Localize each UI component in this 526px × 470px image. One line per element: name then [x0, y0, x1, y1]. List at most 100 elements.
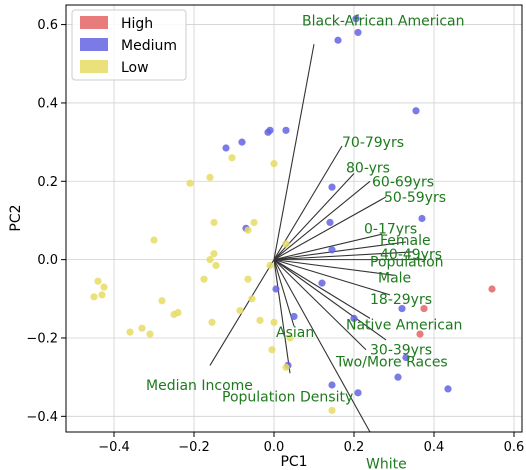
y-axis-label: PC2	[8, 204, 24, 231]
data-point-low	[200, 275, 208, 283]
data-point-low	[244, 226, 252, 234]
data-point-medium	[282, 126, 290, 134]
loading-label: Two/More Races	[335, 354, 448, 370]
data-point-low	[158, 297, 166, 305]
x-tick-label: 0.2	[344, 440, 365, 455]
data-point-low	[270, 318, 278, 326]
loading-label: Male	[378, 270, 411, 286]
data-point-low	[228, 154, 236, 162]
data-point-high	[420, 305, 428, 313]
data-point-medium	[318, 279, 326, 287]
data-point-low	[270, 160, 278, 168]
data-point-medium	[328, 246, 336, 254]
loading-label: 18-29yrs	[370, 292, 432, 308]
data-point-low	[248, 295, 256, 303]
loading-vector	[273, 251, 415, 261]
data-point-low	[244, 275, 252, 283]
data-point-low	[286, 334, 294, 342]
legend-swatch-medium	[80, 38, 108, 51]
loading-vector	[273, 241, 407, 261]
data-point-low	[208, 318, 216, 326]
data-point-high	[488, 285, 496, 293]
data-point-low	[206, 256, 214, 264]
data-point-low	[206, 173, 214, 181]
data-point-medium	[290, 312, 298, 321]
loading-label: Population	[370, 255, 444, 271]
data-point-medium	[444, 385, 452, 393]
data-point-low	[236, 306, 244, 315]
data-point-medium	[266, 126, 274, 134]
data-point-medium	[402, 353, 410, 362]
y-tick-label: 0.6	[37, 18, 58, 33]
data-point-low	[170, 310, 178, 319]
loading-label: Median Income	[146, 378, 253, 394]
data-point-low	[328, 406, 336, 415]
y-tick-label: 0.4	[37, 96, 58, 111]
data-point-low	[98, 291, 106, 299]
data-point-low	[250, 218, 258, 227]
loading-label: Native American	[346, 317, 462, 333]
data-point-medium	[352, 15, 360, 23]
x-axis-label: PC1	[280, 454, 307, 470]
data-point-medium	[334, 36, 342, 44]
data-point-medium	[326, 218, 334, 227]
loading-vector	[273, 259, 387, 341]
loading-label: Black-African American	[302, 14, 465, 30]
axis-ticks: −0.4 −0.2 0.0 0.2 0.4 0.6 −0.4 −0.2 0.0 0.2 0.4 0.6	[26, 18, 524, 455]
loading-vector	[273, 259, 395, 276]
data-point-low	[210, 218, 218, 227]
legend-label-low: Low	[121, 60, 149, 76]
data-point-low	[138, 324, 146, 332]
legend: High Medium Low	[71, 9, 187, 81]
data-point-high	[416, 330, 424, 338]
data-point-medium	[350, 314, 358, 322]
y-tick-label: 0.2	[37, 175, 58, 190]
loading-vector	[273, 233, 383, 261]
data-point-medium	[418, 214, 426, 223]
data-point-medium	[354, 389, 362, 397]
loading-vector	[273, 180, 371, 261]
loading-label: White	[366, 456, 407, 470]
loading-label: 0-17yrs	[364, 221, 417, 237]
data-point-medium	[412, 107, 420, 115]
data-point-low	[94, 277, 102, 285]
loading-label: 40-49yrs	[380, 247, 442, 263]
data-point-low	[282, 240, 290, 248]
loading-label: 60-69yrs	[372, 174, 434, 190]
data-point-low	[282, 363, 290, 371]
x-tick-label: 0.4	[424, 440, 445, 455]
loading-label: Asian	[276, 325, 314, 341]
data-point-low	[100, 283, 108, 291]
legend-swatch-high	[80, 16, 108, 29]
legend-swatch-low	[80, 60, 108, 73]
data-point-medium	[238, 138, 246, 146]
data-point-low	[266, 261, 274, 270]
x-tick-label: −0.2	[178, 440, 210, 455]
loading-label: 30-39yrs	[370, 343, 432, 359]
data-point-low	[126, 328, 134, 336]
loading-vector	[273, 259, 367, 351]
y-tick-label: −0.2	[26, 331, 58, 346]
loading-vector	[273, 259, 391, 296]
data-point-medium	[328, 381, 336, 389]
data-point-low	[256, 316, 264, 324]
data-point-low	[268, 346, 276, 354]
loading-vector	[273, 259, 371, 432]
loading-vector	[273, 44, 315, 260]
y-tick-label: 0.0	[37, 253, 58, 268]
loading-label: Population Density	[222, 390, 353, 406]
data-point-low	[186, 179, 194, 187]
data-point-low	[150, 236, 158, 244]
data-point-low	[212, 261, 220, 270]
loading-vector	[273, 259, 291, 374]
loading-label: Female	[380, 233, 431, 249]
data-point-low	[210, 250, 218, 258]
loading-vector	[273, 259, 371, 319]
loading-vector	[273, 196, 387, 261]
x-tick-label: 0.6	[504, 440, 525, 455]
plot-frame	[65, 4, 523, 433]
legend-label-medium: Medium	[121, 38, 177, 54]
x-tick-label: 0.0	[264, 440, 285, 455]
data-point-medium	[398, 305, 406, 313]
